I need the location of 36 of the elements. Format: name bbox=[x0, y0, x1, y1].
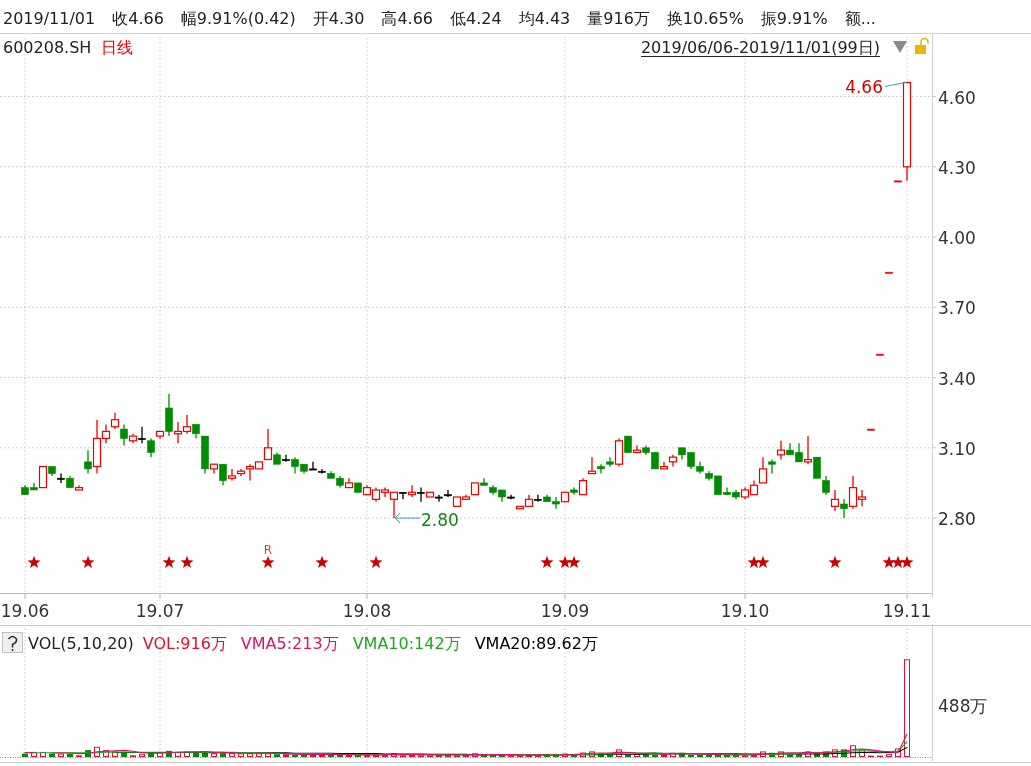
text: VMA10:142万 bbox=[352, 634, 461, 653]
x-tick-label: 19.09 bbox=[540, 601, 590, 621]
x-tick-label: 19.06 bbox=[0, 601, 50, 621]
text: 高4.66 bbox=[381, 9, 434, 28]
chart-subtitle: 日线 bbox=[101, 38, 134, 57]
y-tick-label: 4.30 bbox=[938, 157, 976, 178]
legend-title: VOL(5,10,20) bbox=[28, 634, 134, 653]
y-tick-label: 4.00 bbox=[938, 228, 976, 249]
text: VMA20:89.62万 bbox=[474, 634, 598, 653]
data-label: R bbox=[263, 542, 273, 557]
text: 幅9.91%(0.42) bbox=[180, 9, 296, 28]
text: VOL:916万 bbox=[142, 634, 227, 653]
annotation: 2019/06/06-2019/11/01(99日) bbox=[640, 38, 880, 57]
text: 开4.30 bbox=[312, 9, 365, 28]
y-tick-label: 3.40 bbox=[938, 368, 976, 389]
x-tick-label: 19.10 bbox=[720, 601, 770, 621]
y-tick-label: 4.60 bbox=[938, 87, 976, 108]
text: 额... bbox=[844, 9, 876, 28]
text: 均4.43 bbox=[517, 9, 571, 28]
text: 量916万 bbox=[587, 9, 650, 28]
x-tick-label: 19.08 bbox=[342, 601, 392, 621]
text: 低4.24 bbox=[450, 9, 502, 28]
text: 2019/11/01 bbox=[3, 9, 96, 28]
y-tick-label: 3.10 bbox=[938, 438, 976, 459]
chart-title: 600208.SH bbox=[3, 38, 92, 57]
text: 收4.66 bbox=[112, 9, 164, 28]
annotation: 2.80 bbox=[421, 510, 459, 531]
x-tick-label: 19.07 bbox=[135, 601, 185, 621]
y-tick-label: 2.80 bbox=[938, 509, 976, 530]
annotation: 4.66 bbox=[845, 77, 883, 98]
text: 488万 bbox=[938, 696, 988, 716]
text: 振9.91% bbox=[760, 9, 828, 28]
x-tick-label: 19.11 bbox=[882, 601, 932, 621]
text: VMA5:213万 bbox=[240, 634, 339, 653]
text: 换10.65% bbox=[666, 9, 744, 28]
y-tick-label: 3.70 bbox=[938, 298, 976, 319]
